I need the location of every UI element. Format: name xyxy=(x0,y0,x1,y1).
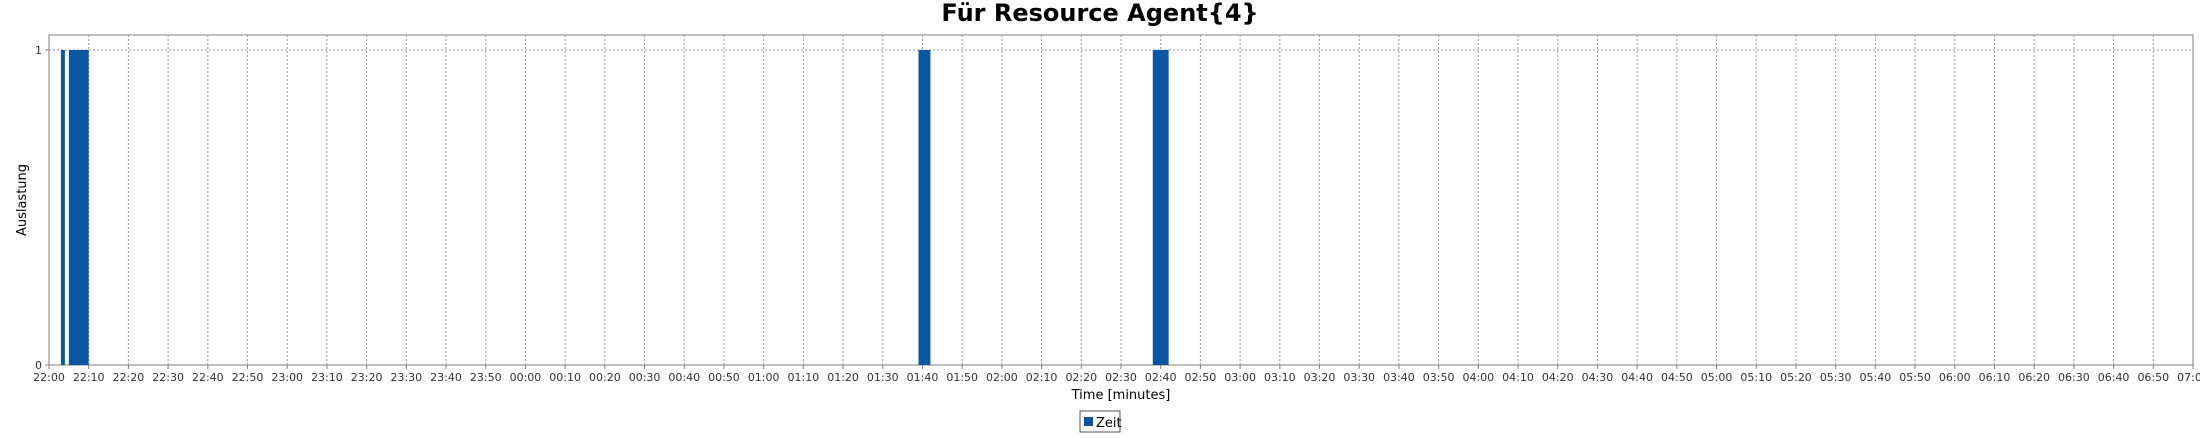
x-axis-ticks: 22:00 22:10 22:20 22:30 22:40 22:50 23:00 23:10… xyxy=(33,365,2200,384)
x-tick-label: 23:50 xyxy=(470,371,502,384)
x-tick-label: 03:20 xyxy=(1304,371,1336,384)
x-tick-label: 06:20 xyxy=(2018,371,2050,384)
x-tick-label: 06:30 xyxy=(2058,371,2090,384)
x-tick-label: 03:40 xyxy=(1383,371,1415,384)
x-tick-label: 04:20 xyxy=(1542,371,1574,384)
chart-title: Für Resource Agent{4} xyxy=(941,0,1258,27)
x-tick-label: 00:30 xyxy=(629,371,661,384)
bars xyxy=(60,50,1169,365)
x-tick-label: 01:20 xyxy=(827,371,859,384)
y-axis-label: Auslastung xyxy=(15,164,30,236)
x-tick-label: 05:40 xyxy=(1860,371,1892,384)
x-tick-label: 22:10 xyxy=(73,371,105,384)
x-tick-label: 02:20 xyxy=(1065,371,1097,384)
y-axis-ticks: 01 xyxy=(35,44,49,372)
x-tick-label: 23:10 xyxy=(311,371,343,384)
x-tick-label: 04:40 xyxy=(1621,371,1653,384)
x-axis-label: Time [minutes] xyxy=(1071,388,1171,403)
x-tick-label: 04:10 xyxy=(1502,371,1534,384)
x-tick-label: 05:30 xyxy=(1820,371,1852,384)
x-tick-label: 03:00 xyxy=(1224,371,1256,384)
x-tick-label: 06:40 xyxy=(2098,371,2130,384)
x-tick-label: 23:40 xyxy=(430,371,462,384)
x-tick-label: 02:10 xyxy=(1026,371,1058,384)
x-tick-label: 01:10 xyxy=(788,371,820,384)
bar xyxy=(1152,50,1169,365)
x-tick-label: 00:20 xyxy=(589,371,621,384)
x-tick-label: 04:00 xyxy=(1462,371,1494,384)
legend: Zeit xyxy=(1079,410,1122,433)
x-tick-label: 05:00 xyxy=(1701,371,1733,384)
x-tick-label: 05:10 xyxy=(1740,371,1772,384)
x-tick-label: 23:20 xyxy=(351,371,383,384)
x-tick-label: 02:40 xyxy=(1145,371,1177,384)
x-tick-label: 22:00 xyxy=(33,371,65,384)
bar xyxy=(60,50,65,365)
x-tick-label: 22:40 xyxy=(192,371,224,384)
legend-box xyxy=(1079,410,1121,433)
x-tick-label: 01:00 xyxy=(748,371,780,384)
x-tick-label: 03:50 xyxy=(1423,371,1455,384)
bar xyxy=(68,50,89,365)
x-tick-label: 22:20 xyxy=(113,371,145,384)
x-tick-label: 23:30 xyxy=(390,371,422,384)
x-tick-label: 03:10 xyxy=(1264,371,1296,384)
x-tick-label: 06:50 xyxy=(2137,371,2169,384)
x-tick-label: 02:50 xyxy=(1185,371,1217,384)
x-tick-label: 00:40 xyxy=(668,371,700,384)
x-tick-label: 01:30 xyxy=(867,371,899,384)
y-tick-label: 0 xyxy=(35,359,42,372)
x-tick-label: 04:30 xyxy=(1582,371,1614,384)
x-tick-label: 05:20 xyxy=(1780,371,1812,384)
x-tick-label: 06:10 xyxy=(1979,371,2011,384)
x-tick-label: 05:50 xyxy=(1899,371,1931,384)
x-tick-label: 22:50 xyxy=(232,371,264,384)
x-tick-label: 23:00 xyxy=(271,371,303,384)
legend-label-zeit: Zeit xyxy=(1096,416,1122,431)
x-tick-label: 02:00 xyxy=(986,371,1018,384)
x-tick-label: 00:50 xyxy=(708,371,740,384)
x-tick-label: 01:40 xyxy=(907,371,939,384)
y-tick-label: 1 xyxy=(35,44,42,57)
x-tick-label: 01:50 xyxy=(946,371,978,384)
x-tick-label: 02:30 xyxy=(1105,371,1137,384)
x-tick-label: 06:00 xyxy=(1939,371,1971,384)
x-tick-label: 03:30 xyxy=(1343,371,1375,384)
legend-swatch xyxy=(1084,417,1093,426)
bar xyxy=(918,50,931,365)
x-tick-label: 04:50 xyxy=(1661,371,1693,384)
x-tick-label: 22:30 xyxy=(152,371,184,384)
x-tick-label: 00:10 xyxy=(549,371,581,384)
x-tick-label: 07:00 xyxy=(2177,371,2200,384)
x-tick-label: 00:00 xyxy=(510,371,542,384)
